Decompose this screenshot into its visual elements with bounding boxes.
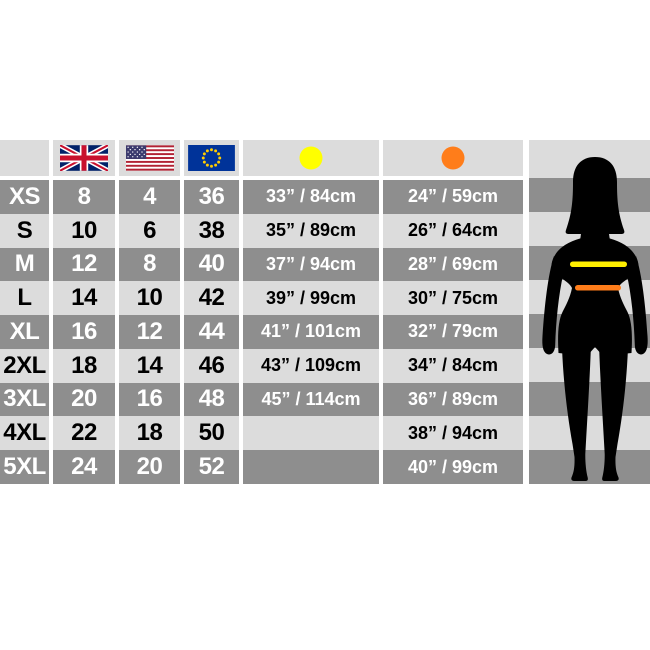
cell-eu: 40 bbox=[184, 247, 239, 282]
cell-uk: 8 bbox=[53, 180, 115, 214]
cell-us: 4 bbox=[119, 180, 180, 214]
cell-bust: 41” / 101cm bbox=[243, 315, 379, 349]
cell-eu: 46 bbox=[184, 348, 239, 383]
size-row-xl: XL 16 12 44 41” / 101cm 32” / 79cm bbox=[0, 315, 523, 349]
header-eu-cell bbox=[184, 140, 239, 176]
table-header-row bbox=[0, 140, 523, 176]
cell-size: XL bbox=[0, 315, 49, 349]
us-flag-icon bbox=[125, 145, 174, 171]
table-body: XS 8 4 36 33” / 84cm 24” / 59cm S 10 6 38 35” / 89… bbox=[0, 180, 523, 484]
cell-eu: 50 bbox=[184, 416, 239, 451]
cell-us: 8 bbox=[119, 247, 180, 282]
cell-waist: 30” / 75cm bbox=[383, 281, 523, 316]
bust-dot-icon bbox=[299, 146, 323, 170]
silhouette-shape bbox=[542, 157, 648, 481]
cell-size: 5XL bbox=[0, 450, 49, 484]
cell-us: 16 bbox=[119, 382, 180, 417]
cell-eu: 36 bbox=[184, 180, 239, 214]
cell-eu: 42 bbox=[184, 281, 239, 316]
cell-bust: 33” / 84cm bbox=[243, 180, 379, 214]
waist-dot-icon bbox=[441, 146, 465, 170]
header-waist-cell bbox=[383, 140, 523, 176]
cell-uk: 16 bbox=[53, 315, 115, 349]
eu-flag-icon bbox=[188, 145, 235, 171]
cell-bust: 37” / 94cm bbox=[243, 247, 379, 282]
row-stripe bbox=[529, 382, 650, 416]
cell-waist: 26” / 64cm bbox=[383, 213, 523, 248]
cell-waist: 28” / 69cm bbox=[383, 247, 523, 282]
size-row-5xl: 5XL 24 20 52 40” / 99cm bbox=[0, 450, 523, 484]
cell-bust bbox=[243, 450, 379, 484]
cell-waist: 24” / 59cm bbox=[383, 180, 523, 214]
cell-uk: 20 bbox=[53, 382, 115, 417]
cell-size: XS bbox=[0, 180, 49, 214]
cell-waist: 32” / 79cm bbox=[383, 315, 523, 349]
size-row-3xl: 3XL 20 16 48 45” / 114cm 36” / 89cm bbox=[0, 382, 523, 417]
size-row-2xl: 2XL 18 14 46 43” / 109cm 34” / 84cm bbox=[0, 348, 523, 383]
cell-bust bbox=[243, 416, 379, 451]
cell-waist: 40” / 99cm bbox=[383, 450, 523, 484]
cell-uk: 18 bbox=[53, 348, 115, 383]
cell-eu: 52 bbox=[184, 450, 239, 484]
cell-us: 14 bbox=[119, 348, 180, 383]
woman-silhouette bbox=[542, 157, 648, 481]
size-table: XS 8 4 36 33” / 84cm 24” / 59cm S 10 6 38 35” / 89… bbox=[0, 140, 523, 484]
cell-uk: 24 bbox=[53, 450, 115, 484]
cell-uk: 14 bbox=[53, 281, 115, 316]
cell-size: 2XL bbox=[0, 348, 49, 383]
cell-us: 12 bbox=[119, 315, 180, 349]
cell-bust: 45” / 114cm bbox=[243, 382, 379, 417]
cell-uk: 22 bbox=[53, 416, 115, 451]
header-uk-cell bbox=[53, 140, 115, 176]
waist-line bbox=[575, 285, 621, 291]
size-row-4xl: 4XL 22 18 50 38” / 94cm bbox=[0, 416, 523, 451]
cell-size: 3XL bbox=[0, 382, 49, 417]
size-row-s: S 10 6 38 35” / 89cm 26” / 64cm bbox=[0, 213, 523, 248]
bust-line bbox=[570, 261, 627, 267]
cell-us: 10 bbox=[119, 281, 180, 316]
figure-column bbox=[529, 140, 650, 484]
cell-waist: 34” / 84cm bbox=[383, 348, 523, 383]
header-us-cell bbox=[119, 140, 180, 176]
size-row-l: L 14 10 42 39” / 99cm 30” / 75cm bbox=[0, 281, 523, 316]
size-row-m: M 12 8 40 37” / 94cm 28” / 69cm bbox=[0, 247, 523, 282]
cell-waist: 36” / 89cm bbox=[383, 382, 523, 417]
cell-eu: 44 bbox=[184, 315, 239, 349]
cell-bust: 35” / 89cm bbox=[243, 213, 379, 248]
cell-size: L bbox=[0, 281, 49, 316]
cell-uk: 10 bbox=[53, 213, 115, 248]
header-size-cell bbox=[0, 140, 49, 176]
cell-eu: 48 bbox=[184, 382, 239, 417]
cell-eu: 38 bbox=[184, 213, 239, 248]
cell-us: 6 bbox=[119, 213, 180, 248]
uk-flag-icon bbox=[60, 145, 108, 171]
size-row-xs: XS 8 4 36 33” / 84cm 24” / 59cm bbox=[0, 180, 523, 214]
cell-bust: 39” / 99cm bbox=[243, 281, 379, 316]
cell-us: 20 bbox=[119, 450, 180, 484]
cell-size: 4XL bbox=[0, 416, 49, 451]
cell-size: M bbox=[0, 247, 49, 282]
row-stripe bbox=[529, 416, 650, 450]
cell-waist: 38” / 94cm bbox=[383, 416, 523, 451]
row-stripe bbox=[529, 450, 650, 484]
header-bust-cell bbox=[243, 140, 379, 176]
cell-size: S bbox=[0, 213, 49, 248]
cell-bust: 43” / 109cm bbox=[243, 348, 379, 383]
cell-uk: 12 bbox=[53, 247, 115, 282]
cell-us: 18 bbox=[119, 416, 180, 451]
